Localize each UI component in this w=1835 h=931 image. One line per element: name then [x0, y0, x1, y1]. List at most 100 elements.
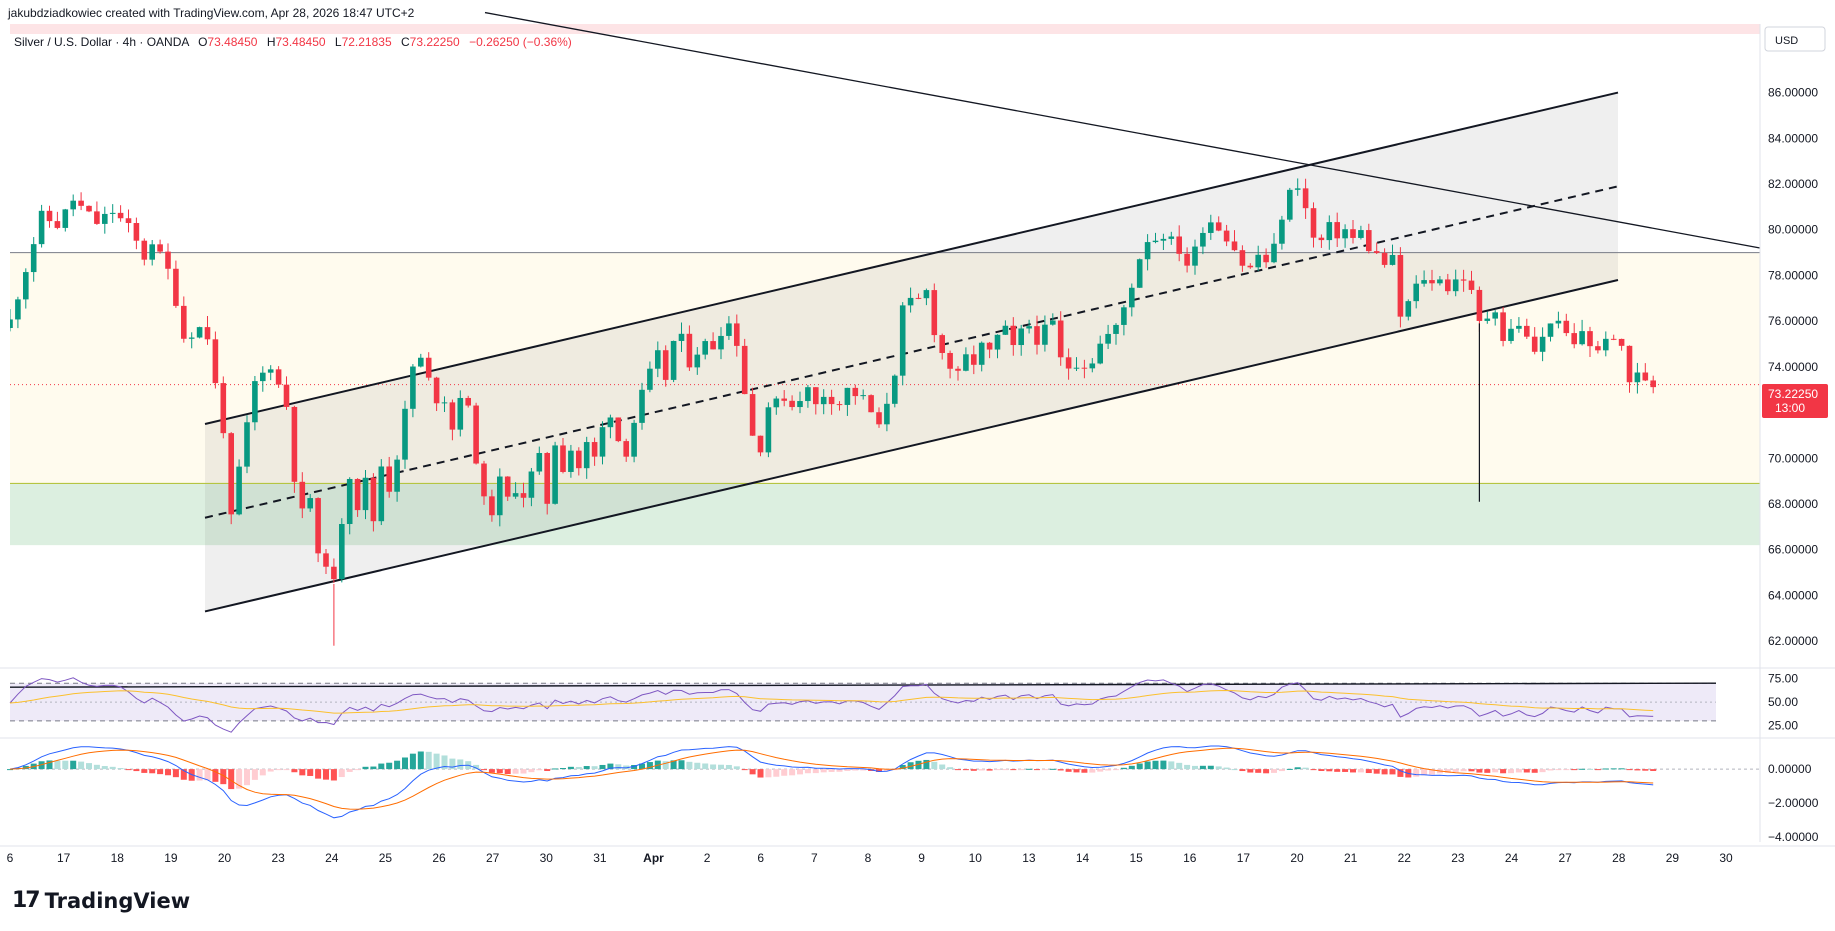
- macd-histogram-bar: [1097, 769, 1104, 772]
- macd-histogram-bar: [291, 769, 298, 773]
- macd-histogram-bar: [1555, 769, 1562, 771]
- candle-body: [1018, 328, 1024, 346]
- macd-histogram-bar: [994, 769, 1001, 771]
- candle-body: [1326, 222, 1333, 241]
- candle-body: [1168, 236, 1175, 239]
- candle: [1381, 248, 1388, 268]
- candle: [62, 208, 69, 232]
- macd-histogram-bar: [1128, 765, 1135, 770]
- candle: [1192, 239, 1198, 275]
- candle-body: [54, 221, 61, 228]
- macd-histogram-bar: [1547, 769, 1554, 771]
- macd-histogram-bar: [1105, 769, 1112, 771]
- candle-body: [757, 435, 764, 453]
- macd-histogram-bar: [1026, 768, 1033, 770]
- macd-histogram-bar: [1571, 769, 1578, 771]
- candle: [433, 376, 440, 412]
- candle: [915, 293, 922, 300]
- candle: [1208, 214, 1214, 240]
- candle: [892, 374, 898, 408]
- candle: [425, 352, 432, 381]
- candle: [568, 444, 574, 478]
- macd-histogram-bar: [1168, 761, 1175, 770]
- candle-body: [497, 476, 503, 516]
- candle-body: [1184, 253, 1190, 266]
- candle: [757, 435, 764, 457]
- candle-body: [702, 341, 708, 355]
- candle-body: [1113, 324, 1119, 334]
- macd-histogram-bar: [1278, 769, 1285, 772]
- macd-histogram-bar: [1215, 766, 1222, 770]
- candle-body: [1366, 230, 1372, 252]
- candle: [1524, 318, 1530, 340]
- candle-body: [331, 566, 337, 580]
- macd-histogram-bar: [362, 766, 369, 770]
- candle-body: [1271, 243, 1277, 263]
- candle-body: [1413, 283, 1419, 302]
- candle: [362, 469, 369, 520]
- candle-body: [473, 405, 479, 464]
- candle: [670, 340, 677, 383]
- candle-body: [1571, 333, 1577, 345]
- candle: [805, 384, 811, 408]
- time-tick-label: 23: [1451, 851, 1465, 865]
- tradingview-logo[interactable]: 17 TradingView: [12, 888, 190, 913]
- macd-histogram-bar: [1160, 760, 1167, 770]
- time-tick-label: 19: [164, 851, 178, 865]
- macd-histogram-bar: [1484, 769, 1491, 773]
- candle-body: [157, 244, 163, 252]
- time-tick-label: 14: [1076, 851, 1090, 865]
- candle: [899, 302, 906, 386]
- candle-body: [1310, 208, 1317, 238]
- currency-selector[interactable]: [1764, 26, 1826, 52]
- candle: [1342, 224, 1348, 248]
- macd-histogram-bar: [1531, 769, 1538, 773]
- candle-body: [1215, 222, 1222, 231]
- macd-histogram-bar: [1065, 769, 1072, 772]
- descending-trendline: [484, 11, 1761, 249]
- candle-body: [1239, 250, 1246, 266]
- candle-body: [402, 408, 408, 460]
- macd-histogram-bar: [1144, 761, 1151, 770]
- candle-body: [1587, 331, 1593, 347]
- candle-body: [670, 340, 677, 380]
- candle-body: [1208, 222, 1214, 233]
- candle: [631, 419, 637, 463]
- candle: [473, 402, 479, 465]
- candle-body: [813, 387, 819, 405]
- candle-body: [1057, 320, 1064, 358]
- candle: [1310, 202, 1317, 248]
- candle: [1516, 317, 1522, 333]
- candle-body: [433, 377, 440, 404]
- macd-histogram-bar: [1310, 769, 1317, 771]
- macd-histogram-bar: [1610, 768, 1617, 770]
- candle: [457, 390, 464, 437]
- macd-histogram-bar: [1421, 769, 1428, 776]
- candle: [10, 309, 13, 332]
- candle-body: [647, 368, 653, 390]
- candle-body: [1247, 265, 1254, 268]
- high-value: 73.48450: [275, 35, 325, 49]
- rsi-level-line: [9, 682, 1717, 688]
- candle-body: [607, 417, 614, 428]
- candle-body: [884, 403, 890, 425]
- macd-histogram-bar: [1089, 769, 1096, 773]
- candle: [931, 283, 938, 343]
- macd-histogram-bar: [615, 764, 622, 770]
- macd-histogram-bar: [1397, 769, 1404, 777]
- candle: [331, 558, 337, 583]
- candle: [212, 331, 219, 389]
- candle: [583, 436, 590, 479]
- candle-body: [23, 272, 29, 300]
- candle-body: [267, 369, 274, 373]
- macd-histogram-bar: [457, 759, 464, 770]
- candle: [291, 405, 298, 493]
- macd-histogram-bar: [1500, 769, 1507, 774]
- candle-body: [1287, 189, 1293, 220]
- macd-histogram-bar: [623, 765, 630, 770]
- candle-body: [1421, 280, 1427, 284]
- candle: [1271, 233, 1277, 264]
- candle-body: [1334, 222, 1340, 239]
- candle: [1484, 311, 1491, 324]
